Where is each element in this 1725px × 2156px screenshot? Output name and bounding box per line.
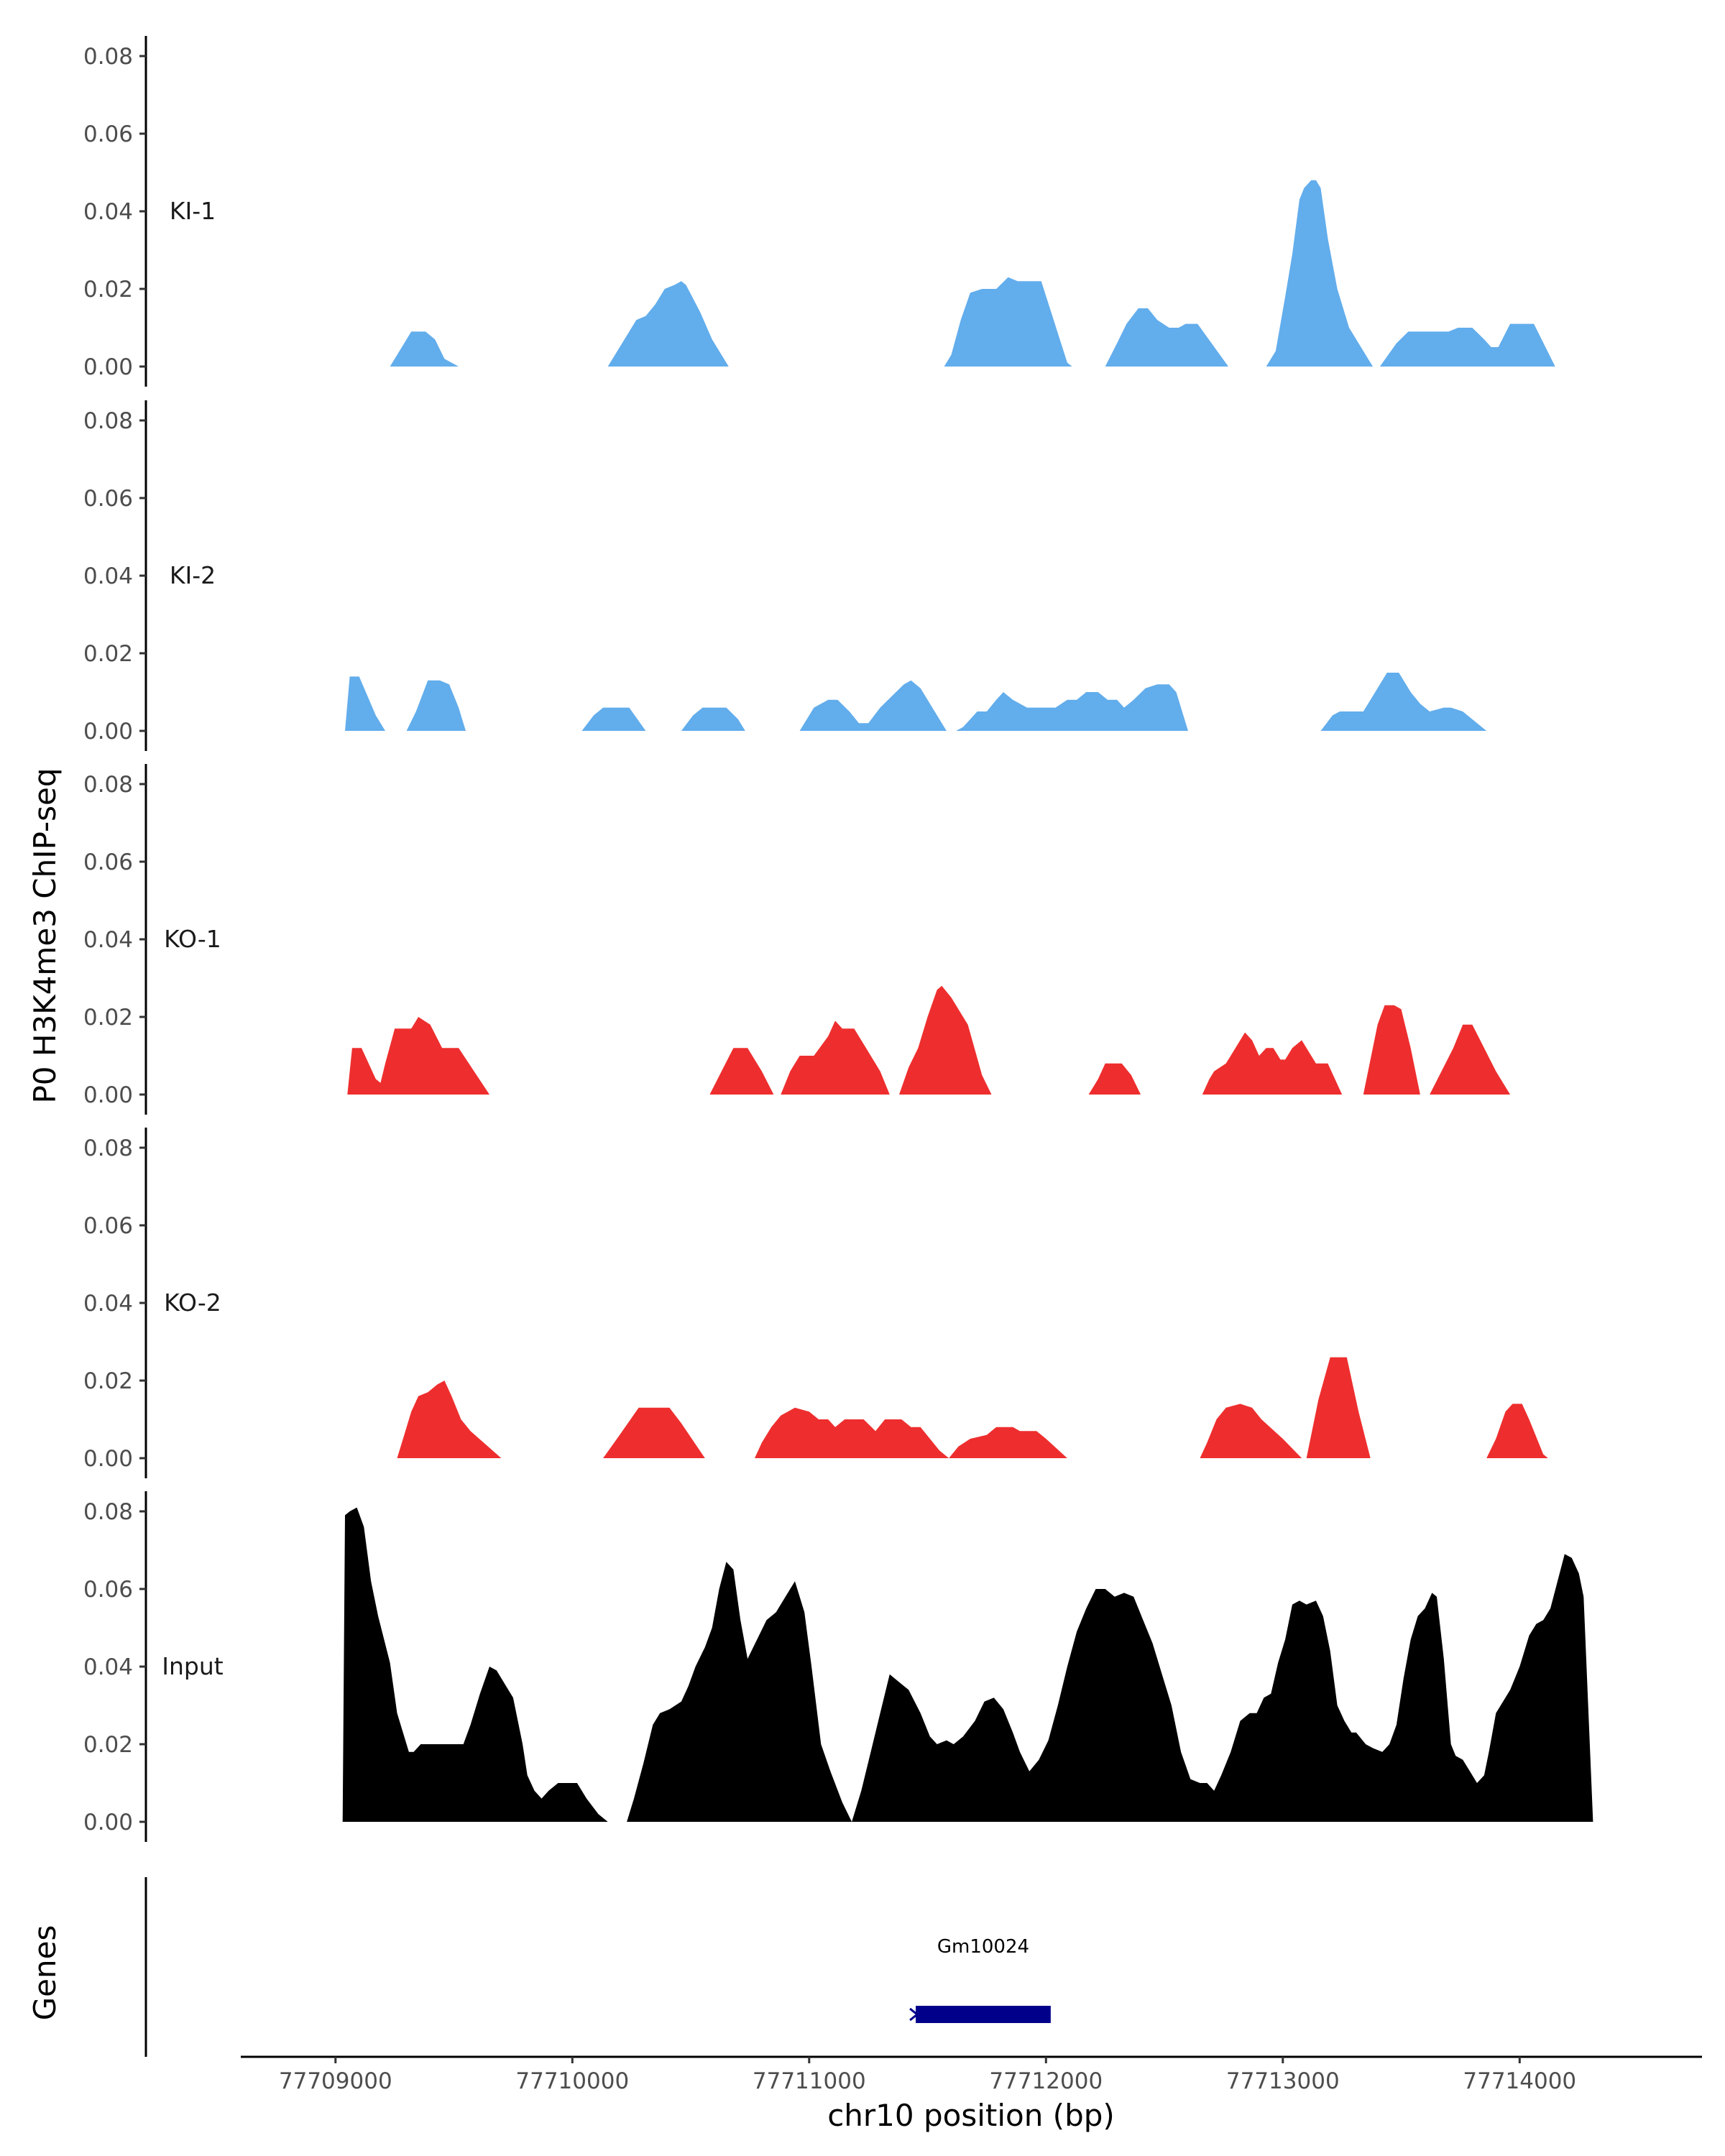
signal-area-input-3 bbox=[852, 1554, 1593, 1822]
track-label: KI-1 bbox=[170, 197, 216, 225]
track-ki-2: 0.00 0.02 0.04 0.06 0.08 KI-2 bbox=[83, 400, 1487, 751]
gene-strand-arrow bbox=[909, 2007, 919, 2022]
signal-area-ki-2-5 bbox=[799, 680, 947, 731]
track-label: Input bbox=[162, 1652, 224, 1680]
signal-area-ko-2-6 bbox=[1306, 1357, 1371, 1458]
signal-area-ki-1-3 bbox=[944, 277, 1072, 367]
y-tick-label: 0.02 bbox=[83, 1005, 133, 1031]
gene-body-gm10024 bbox=[916, 2006, 1051, 2023]
signal-area-ki-1-2 bbox=[607, 281, 729, 367]
y-tick-label: 0.02 bbox=[83, 641, 133, 667]
signal-area-ki-2-4 bbox=[681, 707, 745, 731]
gene-layer: Gm10024 bbox=[909, 1936, 1051, 2023]
signal-area-ko-1-7 bbox=[1363, 1005, 1420, 1095]
genes-panel-title: Genes bbox=[27, 1925, 63, 2021]
y-tick-label: 0.06 bbox=[83, 1577, 133, 1603]
signal-area-ki-2-3 bbox=[581, 707, 646, 731]
y-tick-label: 0.06 bbox=[83, 1213, 133, 1239]
track-ko-2: 0.00 0.02 0.04 0.06 0.08 KO-2 bbox=[83, 1128, 1548, 1478]
y-tick-label: 0.00 bbox=[83, 1446, 133, 1472]
track-label: KO-1 bbox=[164, 925, 221, 953]
signal-area-ki-2-1 bbox=[345, 676, 385, 731]
genes-panel: Genes Gm10024 bbox=[27, 1877, 1051, 2057]
signal-area-ki-2-7 bbox=[1320, 673, 1487, 731]
track-ko-1: 0.00 0.02 0.04 0.06 0.08 KO-1 bbox=[83, 764, 1511, 1115]
tracks-layer: 0.00 0.02 0.04 0.06 0.08 KI-1 0.00 0.02 0.04 0.06… bbox=[83, 36, 1593, 1842]
y-tick-label: 0.06 bbox=[83, 849, 133, 875]
signal-area-ki-1-5 bbox=[1266, 180, 1373, 367]
signal-area-ko-2-4 bbox=[949, 1427, 1067, 1458]
y-tick-label: 0.06 bbox=[83, 486, 133, 512]
signal-area-ko-2-5 bbox=[1200, 1404, 1302, 1458]
signal-area-ko-2-3 bbox=[755, 1407, 949, 1458]
y-axis-title: P0 H3K4me3 ChIP-seq bbox=[27, 768, 63, 1103]
y-tick-label: 0.00 bbox=[83, 1810, 133, 1835]
x-ticks: 77709000 77710000 77711000 77712000 77713000… bbox=[279, 2057, 1576, 2094]
x-tick-label: 77714000 bbox=[1463, 2068, 1576, 2094]
y-tick-label: 0.04 bbox=[83, 1291, 133, 1317]
y-tick-label: 0.02 bbox=[83, 1368, 133, 1394]
x-tick-label: 77711000 bbox=[753, 2068, 866, 2094]
track-input: 0.00 0.02 0.04 0.06 0.08 Input bbox=[83, 1491, 1593, 1842]
track-ki-1: 0.00 0.02 0.04 0.06 0.08 KI-1 bbox=[83, 36, 1555, 387]
x-axis-title: chr10 position (bp) bbox=[827, 2098, 1115, 2133]
y-tick-label: 0.08 bbox=[83, 408, 133, 434]
x-tick-label: 77710000 bbox=[515, 2068, 629, 2094]
signal-area-ki-2-6 bbox=[956, 684, 1188, 731]
signal-area-ko-1-8 bbox=[1430, 1024, 1511, 1095]
y-tick-label: 0.00 bbox=[83, 719, 133, 745]
track-label: KI-2 bbox=[170, 561, 216, 589]
signal-area-ki-1-4 bbox=[1105, 308, 1228, 367]
y-tick-label: 0.08 bbox=[83, 1135, 133, 1161]
x-tick-label: 77713000 bbox=[1226, 2068, 1340, 2094]
signal-area-ko-1-6 bbox=[1202, 1032, 1343, 1095]
y-tick-label: 0.08 bbox=[83, 1499, 133, 1525]
track-label: KO-2 bbox=[164, 1289, 221, 1317]
y-tick-label: 0.04 bbox=[83, 563, 133, 589]
signal-area-ki-1-6 bbox=[1379, 323, 1555, 367]
signal-area-ko-1-5 bbox=[1088, 1063, 1141, 1095]
y-tick-label: 0.04 bbox=[83, 927, 133, 953]
y-tick-label: 0.04 bbox=[83, 1654, 133, 1680]
y-tick-label: 0.04 bbox=[83, 199, 133, 225]
signal-area-ko-1-3 bbox=[781, 1021, 890, 1095]
y-tick-label: 0.00 bbox=[83, 1082, 133, 1108]
x-tick-label: 77712000 bbox=[989, 2068, 1103, 2094]
y-tick-label: 0.08 bbox=[83, 772, 133, 798]
signal-area-ko-2-1 bbox=[397, 1381, 502, 1458]
y-tick-label: 0.02 bbox=[83, 1732, 133, 1758]
y-tick-label: 0.08 bbox=[83, 44, 133, 70]
y-tick-label: 0.02 bbox=[83, 277, 133, 303]
signal-area-ko-2-7 bbox=[1486, 1404, 1548, 1458]
x-axis: 77709000 77710000 77711000 77712000 77713000… bbox=[241, 2055, 1702, 2133]
signal-area-input-1 bbox=[342, 1507, 608, 1822]
y-tick-label: 0.06 bbox=[83, 121, 133, 147]
signal-area-ko-1-4 bbox=[899, 985, 992, 1095]
signal-area-ki-1-1 bbox=[390, 331, 459, 367]
signal-area-ko-1-1 bbox=[347, 1017, 489, 1095]
signal-area-ki-2-2 bbox=[406, 680, 466, 731]
signal-area-input-2 bbox=[627, 1562, 852, 1822]
y-tick-label: 0.00 bbox=[83, 354, 133, 380]
x-tick-label: 77709000 bbox=[279, 2068, 392, 2094]
signal-area-ko-1-2 bbox=[709, 1048, 774, 1095]
gene-label: Gm10024 bbox=[937, 1936, 1029, 1958]
signal-area-ko-2-2 bbox=[603, 1407, 705, 1458]
